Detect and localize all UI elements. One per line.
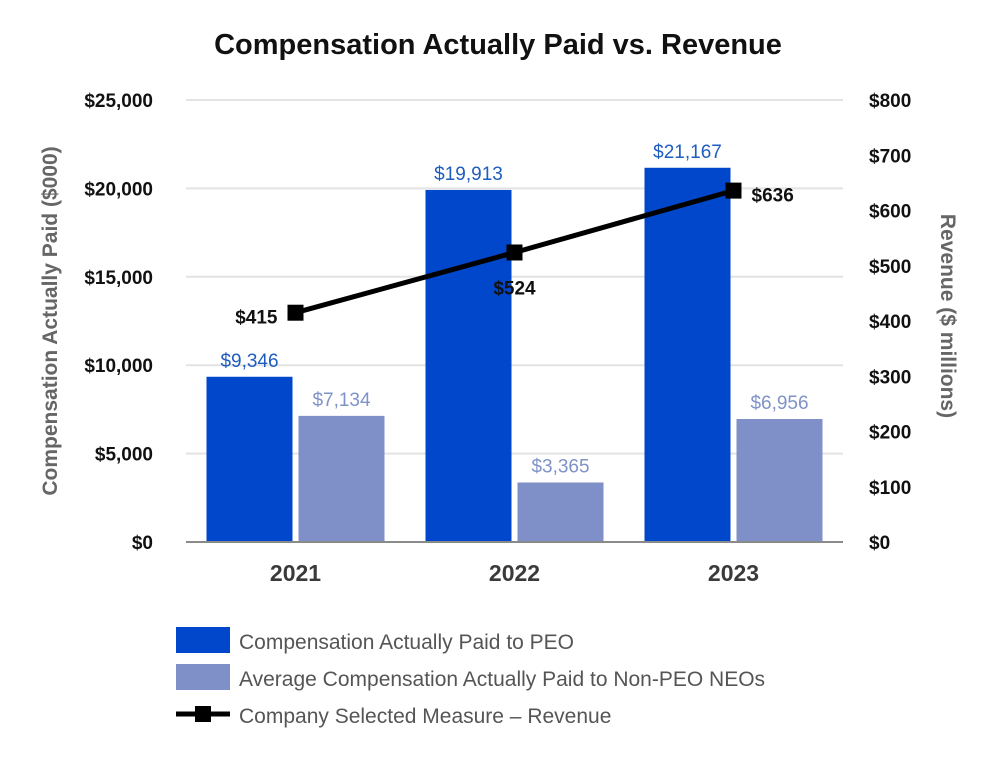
bar-value-label: $21,167	[653, 142, 722, 163]
chart-title: Compensation Actually Paid vs. Revenue	[214, 29, 782, 61]
bar-non-peo	[517, 482, 604, 542]
bar-value-label: $3,365	[531, 457, 589, 478]
y-tick-right: $400	[869, 312, 911, 333]
bar-non-peo	[736, 419, 823, 542]
legend-label: Average Compensation Actually Paid to No…	[239, 668, 765, 691]
y-tick-right: $300	[869, 367, 911, 388]
revenue-line	[287, 182, 742, 321]
bar-peo	[425, 189, 512, 542]
y-tick-left: $0	[132, 533, 153, 554]
y-tick-right: $600	[869, 202, 911, 223]
revenue-value-label: $415	[235, 308, 278, 329]
bar-value-label: $6,956	[750, 393, 808, 414]
y-tick-left: $15,000	[84, 268, 153, 289]
bar-value-label: $7,134	[312, 390, 371, 411]
y-tick-right: $200	[869, 423, 911, 444]
revenue-marker	[287, 304, 304, 321]
data-labels: $9,346 $7,134 $19,913 $3,365 $21,167 $6,956 $4…	[220, 142, 808, 478]
bar-non-peo	[298, 415, 385, 542]
revenue-marker	[725, 182, 742, 199]
y-tick-left: $25,000	[84, 91, 153, 112]
y-axis-title-right: Revenue ($ millions)	[936, 214, 959, 418]
bars	[206, 167, 823, 542]
y-tick-right: $500	[869, 257, 911, 278]
revenue-value-label: $636	[752, 186, 794, 207]
legend-swatch	[176, 627, 230, 653]
y-tick-left: $20,000	[84, 179, 153, 200]
axes: $0 $5,000 $10,000 $15,000 $20,000 $25,000 $0 $1…	[84, 91, 911, 586]
bar-value-label: $9,346	[220, 351, 278, 372]
legend-swatch	[176, 664, 230, 690]
y-tick-right: $0	[869, 533, 890, 554]
revenue-value-label: $524	[493, 278, 536, 299]
x-tick-label: 2023	[708, 560, 759, 586]
bar-peo	[206, 376, 293, 542]
y-tick-right: $700	[869, 146, 911, 167]
y-tick-right: $100	[869, 478, 911, 499]
legend-marker	[195, 706, 211, 722]
x-tick-label: 2021	[270, 560, 321, 586]
x-tick-label: 2022	[489, 560, 540, 586]
bar-peo	[644, 167, 731, 542]
revenue-marker	[506, 244, 523, 261]
y-tick-right: $800	[869, 91, 911, 112]
y-axis-title-left: Compensation Actually Paid ($000)	[39, 146, 62, 495]
legend-label: Company Selected Measure – Revenue	[239, 705, 611, 728]
y-tick-left: $10,000	[84, 356, 153, 377]
bar-value-label: $19,913	[434, 164, 503, 185]
legend: Compensation Actually Paid to PEO Average…	[176, 627, 765, 728]
legend-label: Compensation Actually Paid to PEO	[239, 631, 574, 654]
y-tick-left: $5,000	[95, 445, 153, 466]
